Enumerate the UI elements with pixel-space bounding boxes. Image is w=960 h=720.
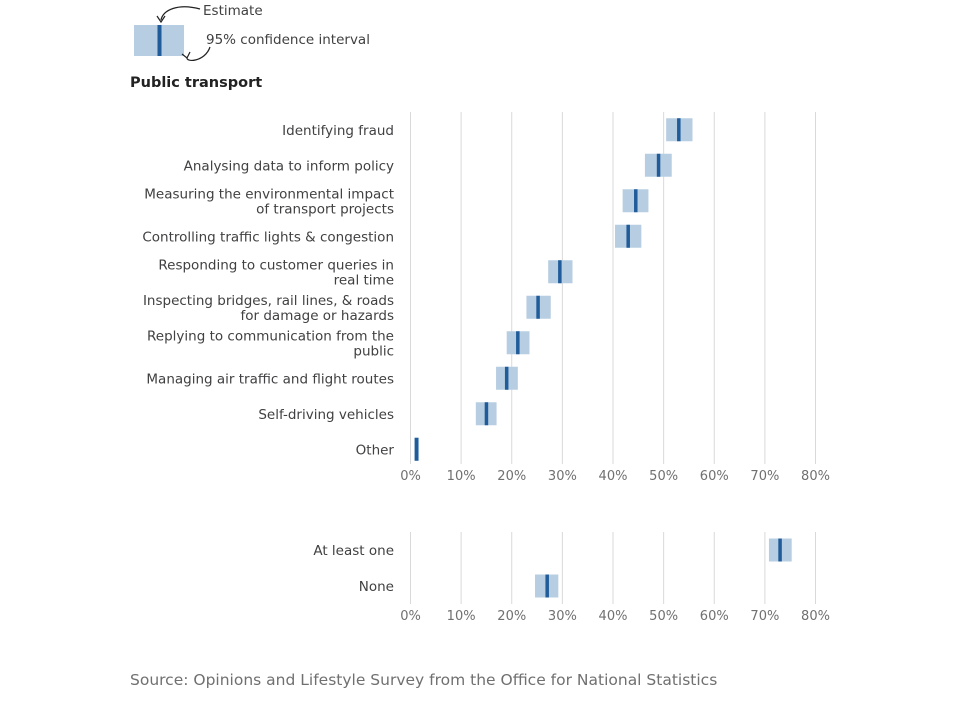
legend-estimate-swatch: [157, 25, 162, 56]
estimate-marker: [558, 260, 562, 284]
category-label: Managing air traffic and flight routes: [146, 371, 394, 387]
gridlines: [410, 532, 816, 604]
ci-bands: [535, 538, 792, 598]
x-tick-label: 50%: [649, 469, 678, 484]
estimate-marker: [484, 402, 489, 426]
estimate-marker: [504, 366, 509, 390]
estimate-marker: [414, 437, 419, 461]
x-tick-label: 60%: [700, 609, 729, 624]
category-label: None: [359, 579, 394, 595]
x-tick-label: 80%: [801, 469, 830, 484]
estimate-marker: [677, 118, 681, 142]
x-tick-label: 20%: [497, 469, 526, 484]
category-labels: Identifying fraud Analysing data to infor…: [142, 123, 394, 459]
chart-title: Public transport: [130, 75, 262, 91]
ci-bands: [414, 118, 693, 461]
category-labels: At least one None: [313, 543, 394, 595]
x-tick-label: 40%: [599, 609, 628, 624]
legend-ci-arrowhead-icon: [181, 51, 191, 59]
x-tick-label: 10%: [447, 469, 476, 484]
category-label: Other: [356, 442, 395, 458]
category-label: Replying to communication from the: [147, 328, 394, 344]
estimate-marker: [634, 189, 638, 213]
x-tick-label: 40%: [599, 469, 628, 484]
category-label: Measuring the environmental impact: [144, 186, 394, 202]
estimate-marker: [516, 331, 520, 355]
x-axis-ticks: 0% 10% 20% 30% 40% 50% 60% 70% 80%: [400, 609, 830, 624]
x-axis-ticks: 0% 10% 20% 30% 40% 50% 60% 70% 80%: [400, 469, 830, 484]
x-tick-label: 70%: [750, 609, 779, 624]
category-label: Controlling traffic lights & congestion: [142, 229, 394, 245]
category-label: of transport projects: [256, 201, 394, 217]
estimate-marker: [626, 224, 630, 248]
legend: Estimate 95% confidence interval: [134, 3, 370, 62]
category-label: Responding to customer queries in: [158, 257, 394, 273]
x-tick-label: 50%: [649, 609, 678, 624]
category-label: Analysing data to inform policy: [184, 158, 394, 174]
estimate-marker: [778, 538, 782, 562]
x-tick-label: 30%: [548, 609, 577, 624]
category-label: Identifying fraud: [282, 123, 394, 139]
legend-ci-arrow-icon: [186, 46, 211, 62]
x-tick-label: 0%: [400, 469, 421, 484]
x-tick-label: 10%: [447, 609, 476, 624]
category-label: public: [353, 343, 394, 359]
x-tick-label: 70%: [750, 469, 779, 484]
legend-estimate-label: Estimate: [203, 3, 263, 19]
category-label: At least one: [313, 543, 394, 559]
legend-estimate-arrow-icon: [160, 6, 201, 21]
estimate-marker: [536, 295, 540, 319]
chart-panel-summary: At least one None 0% 10% 20% 30% 40% 50% 60% 70%…: [313, 532, 830, 624]
category-label: Self-driving vehicles: [258, 407, 394, 423]
x-tick-label: 60%: [700, 469, 729, 484]
category-label: for damage or hazards: [241, 308, 395, 324]
x-tick-label: 0%: [400, 609, 421, 624]
category-label: real time: [334, 272, 394, 288]
estimate-marker: [656, 153, 661, 177]
x-tick-label: 30%: [548, 469, 577, 484]
x-tick-label: 20%: [497, 609, 526, 624]
legend-ci-label: 95% confidence interval: [206, 32, 370, 48]
gridlines: [410, 112, 816, 464]
category-label: Inspecting bridges, rail lines, & roads: [143, 293, 394, 309]
estimate-marker: [545, 574, 549, 598]
source-note: Source: Opinions and Lifestyle Survey fr…: [130, 671, 717, 689]
x-tick-label: 80%: [801, 609, 830, 624]
chart-panel-public-transport: Public transport Identifying fraud Analys…: [130, 75, 830, 484]
legend-estimate-arrowhead-icon: [156, 15, 166, 24]
